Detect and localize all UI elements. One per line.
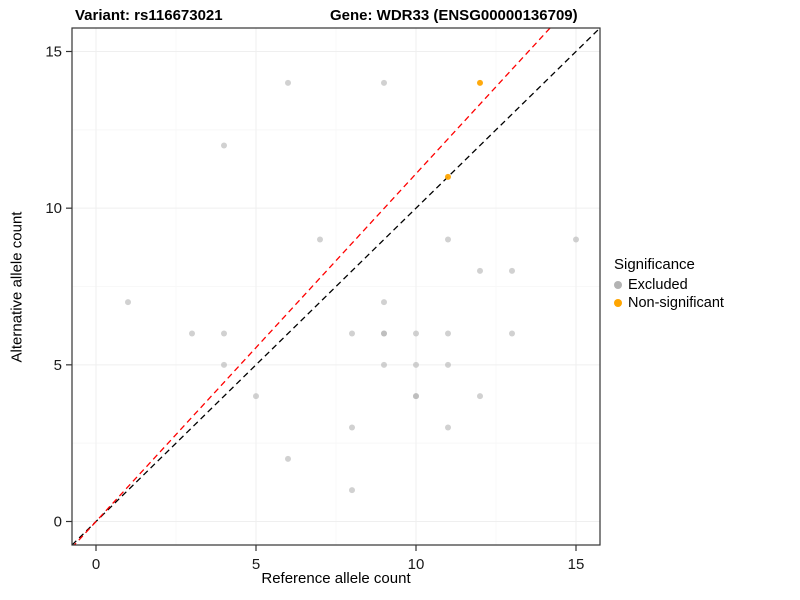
data-point-excluded xyxy=(349,487,355,494)
data-point-excluded xyxy=(413,330,419,337)
data-points xyxy=(125,79,579,494)
data-point-excluded xyxy=(221,361,227,368)
x-tick-label: 5 xyxy=(252,556,260,573)
y-tick-label: 0 xyxy=(54,514,62,531)
legend-key-dot xyxy=(614,299,622,307)
data-point-excluded xyxy=(445,424,451,431)
data-point-non-significant xyxy=(445,173,451,180)
data-point-excluded xyxy=(445,236,451,243)
x-tick-label: 10 xyxy=(408,556,425,573)
data-point-excluded xyxy=(413,361,419,368)
axis-ticks: 0 5 10 15 0 5 10 15 xyxy=(45,44,584,574)
plot-title-gene: Gene: WDR33 (ENSG00000136709) xyxy=(330,7,578,24)
panel-border xyxy=(71,27,601,546)
y-axis-label: Alternative allele count xyxy=(8,211,26,363)
data-point-excluded xyxy=(253,393,259,400)
legend-item-label: Excluded xyxy=(628,277,688,293)
data-point-non-significant xyxy=(477,79,483,86)
data-point-excluded xyxy=(317,236,323,243)
legend-item-label: Non-significant xyxy=(628,295,724,311)
data-point-excluded xyxy=(381,330,387,337)
data-point-excluded xyxy=(445,361,451,368)
identity-dashed-line xyxy=(72,28,600,545)
data-point-excluded xyxy=(445,330,451,337)
data-point-excluded xyxy=(509,330,515,337)
data-point-excluded xyxy=(285,79,291,86)
x-tick-label: 15 xyxy=(568,556,585,573)
data-point-excluded xyxy=(285,455,291,462)
reference-lines xyxy=(72,28,600,545)
data-point-excluded xyxy=(221,330,227,337)
x-axis-label: Reference allele count xyxy=(261,570,411,587)
y-tick-label: 10 xyxy=(45,200,62,217)
legend-title: Significance xyxy=(614,256,695,273)
data-point-excluded xyxy=(221,142,227,149)
data-point-excluded xyxy=(381,361,387,368)
data-point-excluded xyxy=(125,299,131,306)
data-point-excluded xyxy=(509,267,515,274)
data-point-excluded xyxy=(573,236,579,243)
data-point-excluded xyxy=(381,79,387,86)
data-point-excluded xyxy=(349,330,355,337)
data-point-excluded xyxy=(477,393,483,400)
data-point-excluded xyxy=(381,299,387,306)
data-point-excluded xyxy=(349,424,355,431)
legend-key-dot xyxy=(614,281,622,289)
legend-item: Non-significant xyxy=(614,295,724,311)
y-tick-label: 15 xyxy=(45,44,62,61)
legend-item: Excluded xyxy=(614,277,724,293)
plot-title-variant: Variant: rs116673021 xyxy=(75,7,223,24)
legend: Significance Excluded Non-significant xyxy=(614,256,724,311)
data-point-excluded xyxy=(189,330,195,337)
legend-items: Excluded Non-significant xyxy=(614,277,724,311)
data-point-excluded xyxy=(477,267,483,274)
data-point-excluded xyxy=(413,393,419,400)
gridlines xyxy=(72,28,600,545)
y-tick-label: 5 xyxy=(54,357,62,374)
x-tick-label: 0 xyxy=(92,556,100,573)
